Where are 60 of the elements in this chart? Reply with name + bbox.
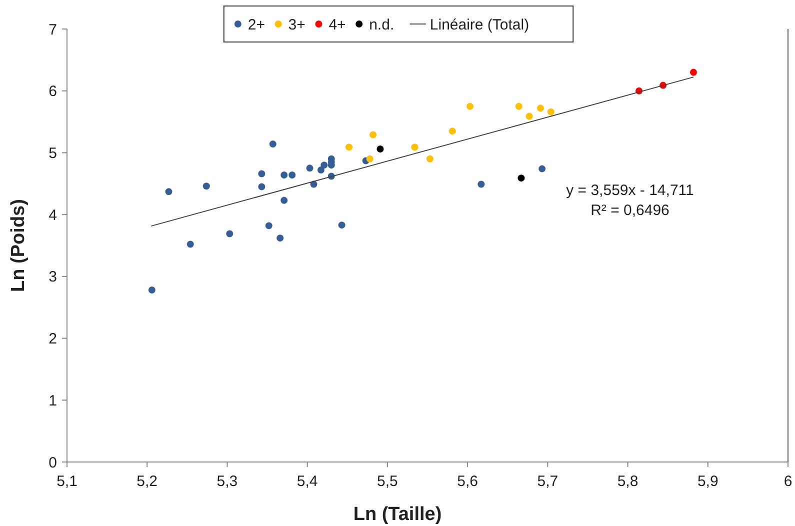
point (320, 162, 328, 169)
point (202, 182, 210, 190)
y-tick-label: 0 (48, 454, 57, 472)
x-tick-label: 5,7 (537, 473, 558, 490)
point (518, 174, 525, 182)
point (148, 286, 156, 294)
point (258, 183, 266, 190)
y-tick-label: 4 (48, 206, 57, 224)
point (526, 112, 533, 120)
point (280, 171, 288, 178)
point (306, 164, 314, 172)
point (280, 196, 288, 204)
point (317, 166, 324, 174)
x-axis-title: Ln (Taille) (353, 504, 442, 525)
point (276, 234, 284, 242)
point (376, 146, 384, 153)
y-tick-label: 3 (48, 268, 57, 286)
annotation: R² = 0,6496 (590, 202, 670, 219)
point (478, 180, 485, 188)
legend-label: 2+ (248, 16, 266, 34)
point (448, 128, 456, 135)
point (536, 104, 544, 112)
point (288, 171, 296, 178)
y-tick-label: 7 (48, 21, 57, 38)
x-tick-label: 5,1 (56, 473, 78, 490)
point (690, 68, 697, 76)
point (258, 170, 266, 178)
point (466, 102, 474, 110)
y-tick-label: 5 (48, 144, 57, 162)
legend-label: 4+ (328, 16, 346, 34)
point (515, 102, 522, 110)
point (411, 144, 418, 151)
annotation: y = 3,559x - 14,711 (566, 182, 694, 199)
point (547, 108, 554, 116)
x-tick-label: 5,8 (617, 473, 638, 490)
legend-label: n.d. (369, 16, 394, 34)
point (370, 131, 377, 138)
x-tick-label: 5,4 (296, 473, 318, 490)
legend-label: 3+ (288, 16, 306, 34)
point (366, 155, 374, 162)
y-axis-title: Ln (Poids) (8, 199, 29, 292)
x-tick-label: 5,2 (136, 473, 158, 490)
point (269, 140, 276, 148)
x-tick-label: 5,3 (216, 473, 238, 490)
y-tick-label: 6 (48, 83, 57, 100)
point (265, 222, 272, 230)
x-tick-label: 6 (784, 473, 792, 490)
point (345, 144, 352, 151)
x-tick-label: 5,9 (697, 473, 718, 490)
point (165, 188, 172, 196)
point (226, 230, 234, 238)
point (338, 222, 346, 229)
point (538, 165, 546, 172)
point (426, 155, 434, 162)
x-tick-label: 5,6 (457, 473, 478, 490)
y-tick-label: 1 (48, 392, 57, 410)
point (186, 240, 194, 248)
x-tick-label: 5,5 (377, 473, 398, 490)
legend-label: Linéaire (Total) (430, 16, 530, 34)
y-tick-label: 2 (48, 330, 57, 348)
